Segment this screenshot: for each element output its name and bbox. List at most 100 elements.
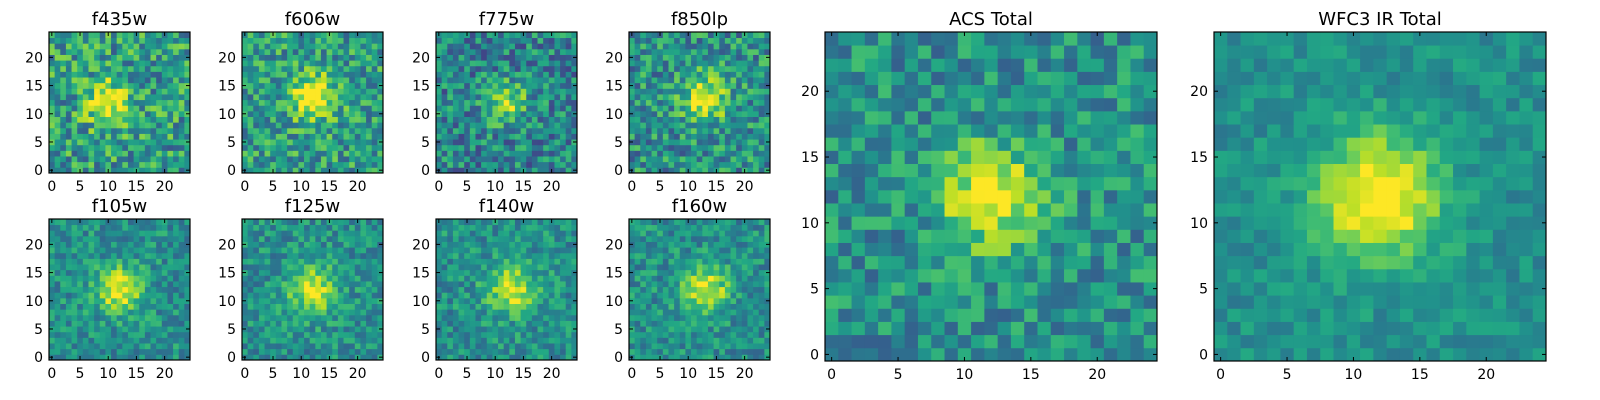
heatmap-cell [377, 88, 384, 95]
heatmap-cell [565, 264, 572, 271]
heatmap-cell [167, 99, 174, 106]
heatmap-cell [436, 77, 443, 84]
heatmap-cell [264, 275, 271, 282]
heatmap-cell [685, 275, 692, 282]
heatmap-cell [366, 258, 373, 265]
heatmap-cell [315, 337, 322, 344]
y-tick-label: 10 [412, 107, 430, 123]
heatmap-cell [668, 54, 675, 61]
heatmap-cell [270, 286, 277, 293]
heatmap-cell [531, 314, 538, 321]
heatmap-cell [730, 348, 737, 355]
heatmap-cell [668, 314, 675, 321]
heatmap-cell [685, 139, 692, 146]
heatmap-cell [150, 343, 157, 350]
heatmap-cell [156, 133, 163, 140]
heatmap-cell [486, 161, 493, 168]
heatmap-cell [309, 343, 316, 350]
heatmap-cell [60, 37, 67, 44]
heatmap-cell [707, 144, 714, 151]
heatmap-cell [679, 77, 686, 84]
heatmap-cell [71, 150, 78, 157]
heatmap-cell [724, 60, 731, 67]
heatmap-cell [332, 326, 339, 333]
heatmap-cell [127, 292, 134, 299]
heatmap-cell [349, 247, 356, 254]
heatmap-cell [543, 150, 550, 157]
heatmap-cell [441, 133, 448, 140]
heatmap-cell [292, 264, 299, 271]
heatmap-cell [298, 297, 305, 304]
heatmap-cell [447, 105, 454, 112]
heatmap-cell [486, 286, 493, 293]
heatmap-cell [94, 144, 101, 151]
heatmap-cell [571, 309, 578, 316]
heatmap-cell [713, 281, 720, 288]
heatmap-cell [332, 331, 339, 338]
heatmap-cell [520, 286, 527, 293]
heatmap-cell [503, 150, 510, 157]
heatmap-cell [270, 150, 277, 157]
heatmap-cell [543, 219, 550, 226]
heatmap-cell [707, 314, 714, 321]
heatmap-cell [60, 161, 67, 168]
heatmap-cell [270, 60, 277, 67]
heatmap-cell [548, 247, 555, 254]
heatmap-cell [270, 94, 277, 101]
heatmap-cell [464, 37, 471, 44]
heatmap-cell [498, 314, 505, 321]
heatmap-cell [366, 252, 373, 259]
heatmap-cell [366, 264, 373, 271]
heatmap-cell [242, 224, 249, 231]
heatmap-cell [503, 258, 510, 265]
heatmap-cell [88, 43, 95, 50]
heatmap-cell [481, 230, 488, 237]
heatmap-cell [679, 60, 686, 67]
heatmap-cell [526, 303, 533, 310]
heatmap-cell [674, 303, 681, 310]
heatmap-cell [509, 88, 516, 95]
heatmap-cell [707, 48, 714, 55]
heatmap-cell [258, 337, 265, 344]
heatmap-cell [122, 43, 129, 50]
heatmap-cell [247, 281, 254, 288]
heatmap-cell [156, 303, 163, 310]
heatmap-cell [94, 331, 101, 338]
heatmap-cell [105, 275, 112, 282]
heatmap-cell [537, 241, 544, 248]
heatmap-cell [60, 32, 67, 39]
heatmap-cell [554, 275, 561, 282]
heatmap-cell [275, 247, 282, 254]
heatmap-cell [77, 54, 84, 61]
heatmap-cell [634, 77, 641, 84]
heatmap-cell [167, 82, 174, 89]
heatmap-cell [116, 343, 123, 350]
heatmap-cell [447, 252, 454, 259]
heatmap-cell [481, 77, 488, 84]
heatmap-cell [464, 122, 471, 129]
heatmap-cell [651, 303, 658, 310]
heatmap-cell [447, 235, 454, 242]
heatmap-cell [337, 269, 344, 276]
heatmap-cell [554, 167, 561, 174]
heatmap-cell [531, 99, 538, 106]
heatmap-cell [747, 105, 754, 112]
heatmap-cell [691, 144, 698, 151]
heatmap-cell [640, 122, 647, 129]
heatmap-cell [503, 264, 510, 271]
heatmap-cell [668, 99, 675, 106]
heatmap-cell [82, 275, 89, 282]
heatmap-cell [264, 150, 271, 157]
heatmap-cell [281, 43, 288, 50]
heatmap-cell [127, 219, 134, 226]
heatmap-cell [531, 275, 538, 282]
heatmap-cell [747, 348, 754, 355]
heatmap-cell [509, 60, 516, 67]
heatmap-cell [371, 247, 378, 254]
heatmap-cell [139, 37, 146, 44]
heatmap-cell [270, 161, 277, 168]
heatmap-cell [640, 292, 647, 299]
heatmap-cell [343, 219, 350, 226]
heatmap-cell [133, 127, 140, 134]
heatmap-cell [452, 32, 459, 39]
